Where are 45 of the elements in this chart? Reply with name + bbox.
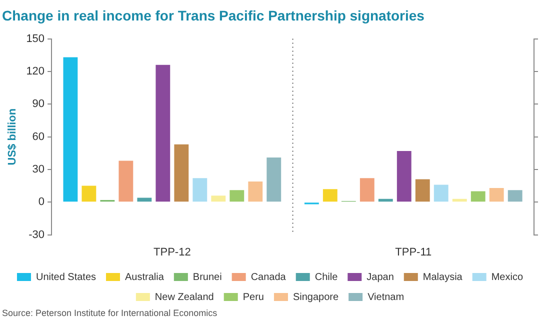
bar: [118, 160, 134, 202]
y-tick-label: 30: [32, 164, 45, 176]
bar: [360, 178, 374, 202]
x-tick-label: TPP-12: [154, 246, 191, 258]
legend-label: Australia: [125, 272, 164, 283]
y-tick-label: 0: [38, 196, 45, 208]
bar: [396, 150, 412, 202]
legend-label: Canada: [250, 272, 286, 283]
bar: [63, 57, 78, 202]
y-tick-label: -30: [28, 228, 45, 241]
bar: [156, 64, 170, 202]
legend-label: Singapore: [292, 292, 340, 303]
bar: [266, 157, 282, 202]
bar: [470, 191, 486, 202]
y-tick-label: 60: [32, 130, 45, 143]
bar: [211, 196, 226, 202]
legend-label: United States: [36, 272, 96, 283]
bar: [192, 178, 208, 202]
legend-label: Brunei: [192, 272, 222, 283]
y-tick-label: 120: [26, 66, 45, 78]
bar: [174, 144, 189, 202]
legend-label: Vietnam: [368, 292, 404, 303]
y-tick-label: 90: [32, 98, 45, 110]
bar: [452, 198, 467, 202]
y-axis-title: US$ billion: [6, 108, 19, 166]
legend-label: Peru: [242, 292, 264, 303]
bar: [82, 186, 96, 202]
bar: [137, 198, 152, 202]
bar: [378, 198, 393, 202]
legend-label: Chile: [314, 272, 338, 283]
bar: [322, 189, 338, 202]
bar: [248, 181, 263, 202]
legend-label: Mexico: [491, 272, 524, 283]
bar: [415, 179, 430, 202]
bar: [489, 188, 504, 202]
source-note: Source: Peterson Institute for International Economics: [2, 308, 218, 318]
legend-label: Japan: [366, 272, 394, 283]
legend-label: Malaysia: [422, 272, 463, 283]
bar: [434, 184, 448, 202]
bar: [508, 190, 522, 202]
chart-title: Change in real income for Trans Pacific Partnership signatories: [2, 7, 425, 24]
legend-label: New Zealand: [154, 292, 214, 303]
bar: [230, 190, 244, 202]
y-tick-label: 150: [26, 32, 45, 45]
x-tick-label: TPP-11: [395, 246, 432, 258]
